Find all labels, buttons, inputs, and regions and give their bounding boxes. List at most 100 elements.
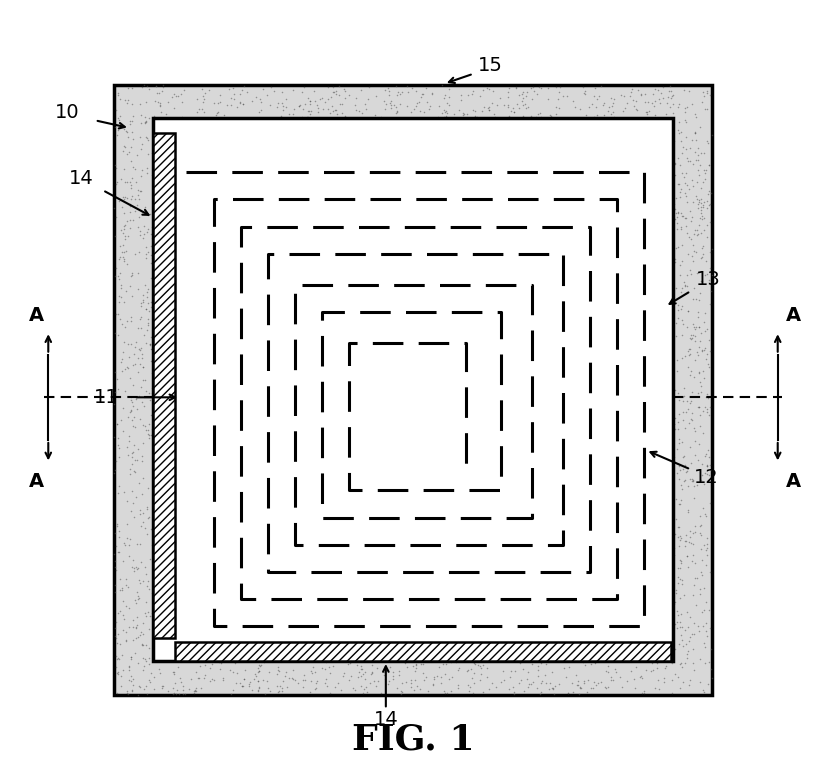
Point bbox=[705, 269, 719, 282]
Point bbox=[380, 97, 393, 109]
Point bbox=[462, 685, 475, 698]
Point bbox=[665, 89, 678, 102]
Point bbox=[405, 82, 418, 95]
Point bbox=[128, 594, 141, 607]
Point bbox=[699, 255, 712, 267]
Point bbox=[531, 664, 544, 677]
Point bbox=[238, 80, 251, 92]
Point bbox=[577, 677, 591, 689]
Point bbox=[394, 97, 407, 109]
Point bbox=[699, 324, 712, 337]
Point bbox=[687, 282, 700, 294]
Point bbox=[125, 179, 138, 192]
Point bbox=[137, 400, 150, 413]
Point bbox=[683, 230, 696, 243]
Point bbox=[124, 393, 137, 406]
Point bbox=[680, 320, 693, 333]
Point bbox=[114, 670, 127, 683]
Point bbox=[609, 666, 622, 678]
Point bbox=[125, 269, 138, 282]
Point bbox=[698, 449, 711, 462]
Point bbox=[665, 687, 678, 699]
Point bbox=[648, 95, 661, 107]
Point bbox=[694, 182, 707, 195]
Point bbox=[419, 671, 432, 684]
Point bbox=[679, 535, 692, 547]
Point bbox=[216, 672, 230, 684]
Point bbox=[693, 321, 706, 334]
Point bbox=[125, 650, 138, 663]
Text: A: A bbox=[786, 307, 800, 325]
Point bbox=[700, 468, 714, 480]
Point bbox=[702, 159, 715, 171]
Point bbox=[673, 529, 686, 542]
Point bbox=[695, 203, 708, 216]
Point bbox=[111, 129, 124, 141]
Point bbox=[118, 385, 131, 397]
Point bbox=[126, 634, 140, 646]
Point bbox=[126, 161, 140, 174]
Point bbox=[109, 561, 122, 573]
Point bbox=[668, 213, 681, 226]
Point bbox=[685, 555, 698, 567]
Point bbox=[128, 163, 141, 175]
Point bbox=[689, 126, 702, 139]
Point bbox=[147, 683, 160, 695]
Point bbox=[118, 141, 131, 154]
Point bbox=[674, 608, 687, 620]
Bar bbox=[153, 118, 673, 661]
Point bbox=[620, 675, 634, 688]
Point bbox=[111, 417, 124, 430]
Point bbox=[544, 112, 558, 124]
Point bbox=[400, 99, 413, 112]
Point bbox=[448, 108, 461, 120]
Point bbox=[688, 435, 701, 448]
Point bbox=[681, 395, 694, 407]
Point bbox=[674, 681, 687, 694]
Point bbox=[694, 335, 707, 348]
Point bbox=[111, 546, 124, 558]
Point bbox=[421, 685, 434, 698]
Point bbox=[117, 140, 131, 152]
Point bbox=[271, 661, 284, 674]
Point bbox=[605, 674, 618, 687]
Point bbox=[330, 104, 343, 116]
Point bbox=[458, 108, 471, 120]
Point bbox=[115, 680, 128, 692]
Point bbox=[700, 542, 714, 554]
Point bbox=[112, 628, 125, 640]
Point bbox=[299, 99, 312, 111]
Point bbox=[662, 85, 676, 97]
Point bbox=[135, 352, 149, 364]
Point bbox=[683, 525, 696, 537]
Point bbox=[528, 85, 541, 97]
Text: A: A bbox=[786, 472, 800, 490]
Point bbox=[486, 97, 499, 109]
Point bbox=[121, 176, 134, 189]
Point bbox=[123, 533, 136, 546]
Point bbox=[383, 675, 396, 688]
Point bbox=[698, 508, 711, 520]
Point bbox=[463, 681, 477, 694]
Point bbox=[702, 444, 715, 456]
Point bbox=[118, 207, 131, 220]
Point bbox=[672, 521, 685, 533]
Point bbox=[142, 305, 155, 317]
Point bbox=[365, 666, 378, 678]
Point bbox=[670, 466, 683, 479]
Point bbox=[466, 104, 479, 116]
Point bbox=[159, 108, 173, 120]
Point bbox=[679, 130, 692, 143]
Point bbox=[689, 323, 702, 335]
Point bbox=[148, 95, 161, 107]
Point bbox=[418, 655, 431, 667]
Point bbox=[674, 621, 687, 633]
Point bbox=[672, 531, 685, 543]
Point bbox=[132, 590, 145, 602]
Point bbox=[312, 102, 325, 114]
Point bbox=[672, 561, 685, 573]
Point bbox=[689, 330, 702, 342]
Point bbox=[495, 112, 508, 124]
Point bbox=[140, 132, 154, 144]
Point bbox=[139, 116, 152, 129]
